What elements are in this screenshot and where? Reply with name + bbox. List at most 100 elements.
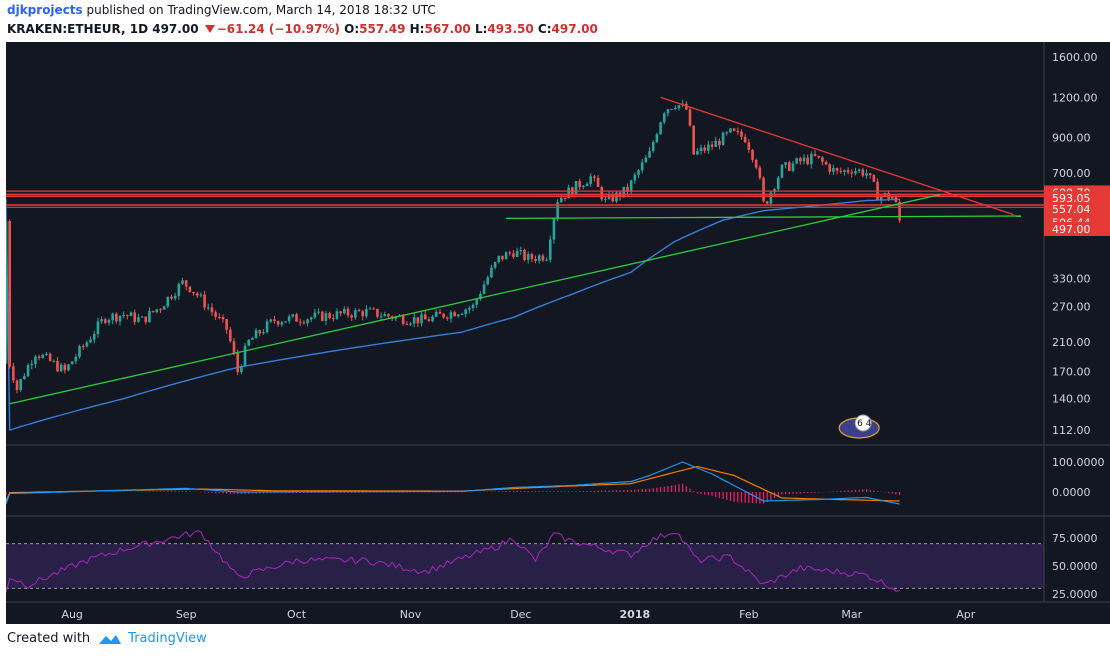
candle-body (78, 346, 81, 357)
candle-body (501, 255, 504, 260)
publish-line: djkprojects published on TradingView.com… (7, 3, 436, 17)
candle-body (217, 316, 221, 318)
candle-body (12, 366, 15, 381)
candle-body (710, 144, 714, 147)
candle-body (703, 147, 707, 151)
candle-body (817, 155, 821, 158)
candle-body (376, 308, 379, 317)
candle-body (177, 283, 181, 296)
candle-body (453, 312, 456, 317)
time-axis-label: Nov (400, 608, 422, 621)
candle-body (585, 183, 589, 187)
candle-body (685, 103, 688, 110)
candle-body (651, 142, 655, 152)
candle-body (843, 170, 846, 172)
candle-body (133, 312, 137, 322)
candle-body (6, 221, 8, 364)
macd-line (6, 461, 900, 505)
chart-canvas[interactable]: 1600.001200.00900.00700.00600.70593.0555… (6, 42, 1110, 624)
event-badge-label: 6 4 (857, 419, 872, 429)
candle-body (497, 255, 501, 263)
candle-body (563, 197, 567, 199)
candle-body (302, 322, 306, 324)
candle-body (317, 311, 320, 313)
candle-body (184, 280, 188, 287)
candle-body (482, 284, 486, 294)
candle-body (41, 354, 45, 359)
candle-body (696, 150, 699, 155)
candle-body (155, 309, 159, 312)
candle-body (464, 309, 467, 314)
rsi-axis-label: 25.0000 (1052, 588, 1098, 601)
candle-body (52, 360, 56, 362)
macd-axis-label: 0.0000 (1052, 486, 1091, 499)
candle-body (240, 365, 243, 373)
candle-body (265, 321, 269, 333)
candle-body (331, 317, 335, 319)
candle-body (118, 315, 122, 322)
candle-body (365, 309, 368, 317)
candle-body (751, 149, 754, 160)
candle-body (269, 319, 273, 322)
candle-body (379, 316, 383, 318)
open-label: O: (344, 22, 360, 36)
rsi-axis-label: 75.0000 (1052, 532, 1098, 545)
footer: Created with TradingView (7, 631, 207, 646)
rsi-line (6, 530, 900, 593)
candle-body (718, 140, 721, 146)
candle-body (387, 314, 390, 317)
candle-body (471, 304, 475, 309)
candle-body (839, 170, 843, 172)
time-axis-label: Oct (287, 608, 307, 621)
candle-body (45, 353, 48, 355)
candle-body (170, 296, 173, 299)
candle-body (361, 311, 365, 317)
candle-body (504, 252, 508, 260)
candle-body (659, 122, 662, 135)
price-axis-label: 557.04 (1052, 203, 1091, 216)
candle-body (813, 153, 817, 156)
candle-body (648, 151, 651, 158)
price-axis-label: 170.00 (1052, 365, 1091, 378)
candle-body (493, 262, 497, 268)
candle-body (192, 291, 195, 294)
candle-body (309, 317, 313, 320)
tradingview-link[interactable]: TradingView (128, 631, 207, 646)
candle-body (743, 136, 747, 143)
candle-body (622, 186, 626, 197)
candle-body (758, 167, 762, 178)
candle-body (346, 308, 350, 316)
candle-body (861, 169, 865, 176)
candle-body (140, 316, 144, 318)
candle-body (810, 153, 813, 165)
candle-body (63, 364, 67, 371)
candle-body (567, 187, 570, 199)
candle-body (394, 316, 398, 319)
candle-body (96, 321, 100, 335)
time-axis-label: 2018 (620, 608, 651, 621)
price-axis-label: 140.00 (1052, 393, 1091, 406)
candle-body (181, 280, 184, 284)
candle-body (519, 249, 523, 251)
open-value: 557.49 (359, 22, 406, 36)
candle-body (126, 315, 129, 317)
candle-body (427, 319, 431, 322)
candle-body (721, 132, 725, 146)
price-label-badge (1044, 191, 1110, 206)
candle-body (879, 195, 883, 201)
time-axis-label: Feb (739, 608, 758, 621)
candle-body (306, 319, 309, 324)
candle-body (383, 314, 387, 317)
author-link[interactable]: djkprojects (7, 3, 83, 17)
candle-body (298, 321, 302, 323)
candle-body (251, 338, 254, 340)
candle-body (232, 341, 236, 354)
down-arrow-icon (204, 25, 215, 33)
candle-body (225, 319, 228, 330)
time-axis-label: Dec (510, 608, 531, 621)
candle-body (445, 317, 449, 319)
candle-body (320, 311, 324, 321)
time-axis-label: Sep (176, 608, 197, 621)
time-axis-label: Mar (841, 608, 862, 621)
high-value: 567.00 (424, 22, 471, 36)
